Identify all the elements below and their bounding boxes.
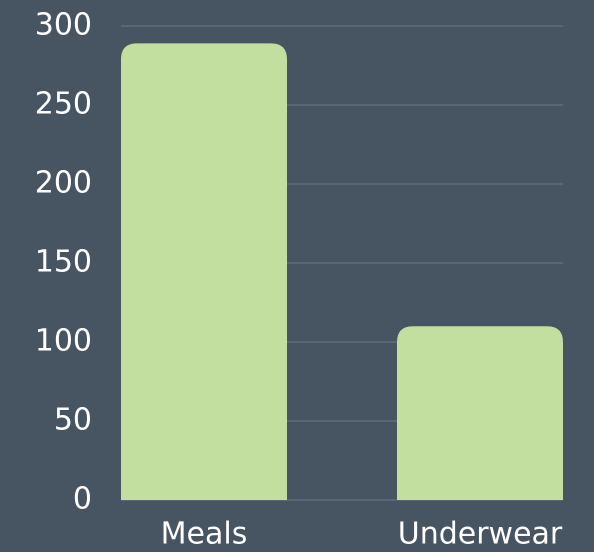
bar <box>397 326 563 500</box>
bar <box>121 43 287 500</box>
y-tick-label: 50 <box>54 403 92 438</box>
y-tick-label: 200 <box>35 166 92 201</box>
x-tick-label: Underwear <box>398 517 563 552</box>
y-tick-label: 0 <box>73 482 92 517</box>
y-tick-label: 150 <box>35 245 92 280</box>
y-tick-label: 300 <box>35 8 92 43</box>
x-tick-label: Meals <box>161 517 248 552</box>
y-tick-label: 100 <box>35 324 92 359</box>
y-tick-label: 250 <box>35 87 92 122</box>
